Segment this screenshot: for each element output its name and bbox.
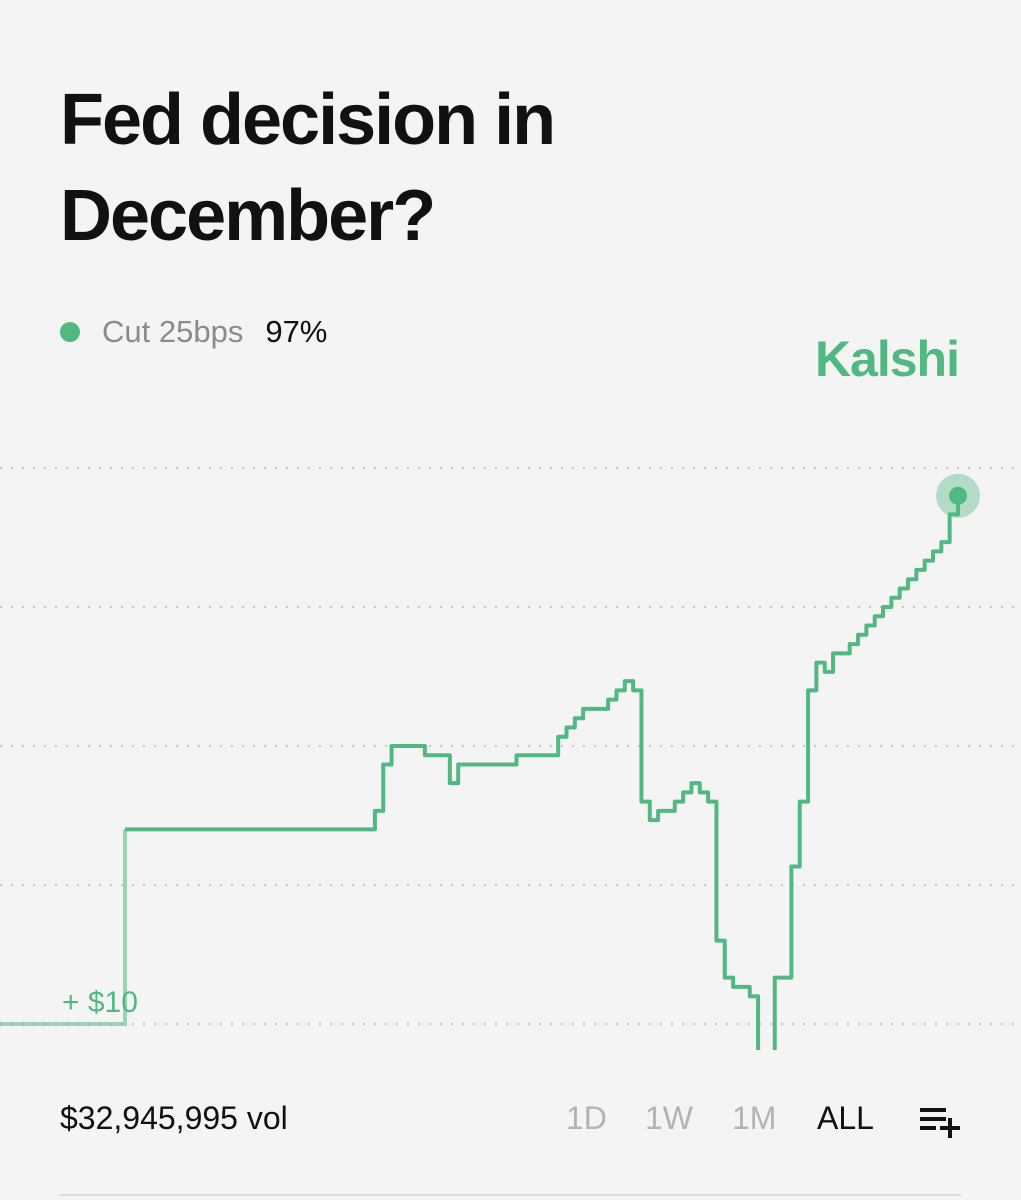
bottom-divider (60, 1194, 961, 1196)
legend-series-value: 97% (265, 314, 328, 349)
range-all-button[interactable]: ALL (817, 1100, 874, 1136)
chart-annotation: + $10 (62, 986, 138, 1019)
endpoint-dot (949, 486, 967, 505)
legend-series-label: Cut 25bps (102, 314, 244, 349)
playlist-add-icon[interactable] (918, 1104, 964, 1138)
range-1m-button[interactable]: 1M (732, 1100, 777, 1136)
page-title: Fed decision in December? (60, 80, 556, 256)
series-baseline (0, 829, 127, 1026)
chart-plot (0, 473, 980, 1050)
price-chart[interactable]: + $10 (0, 440, 1021, 1050)
chart-footer: $32,945,995 vol 1D 1W 1M ALL (0, 1090, 1021, 1150)
range-1w-button[interactable]: 1W (645, 1100, 693, 1136)
series-dot-icon (60, 322, 80, 342)
chart-grid (0, 467, 1021, 1025)
volume-label: $32,945,995 vol (60, 1100, 288, 1136)
brand-logo: Kalshi (814, 331, 960, 387)
chart-legend: Cut 25bps 97% (60, 312, 327, 352)
series-line-cut-25bps (125, 495, 960, 1050)
range-1d-button[interactable]: 1D (566, 1100, 607, 1136)
